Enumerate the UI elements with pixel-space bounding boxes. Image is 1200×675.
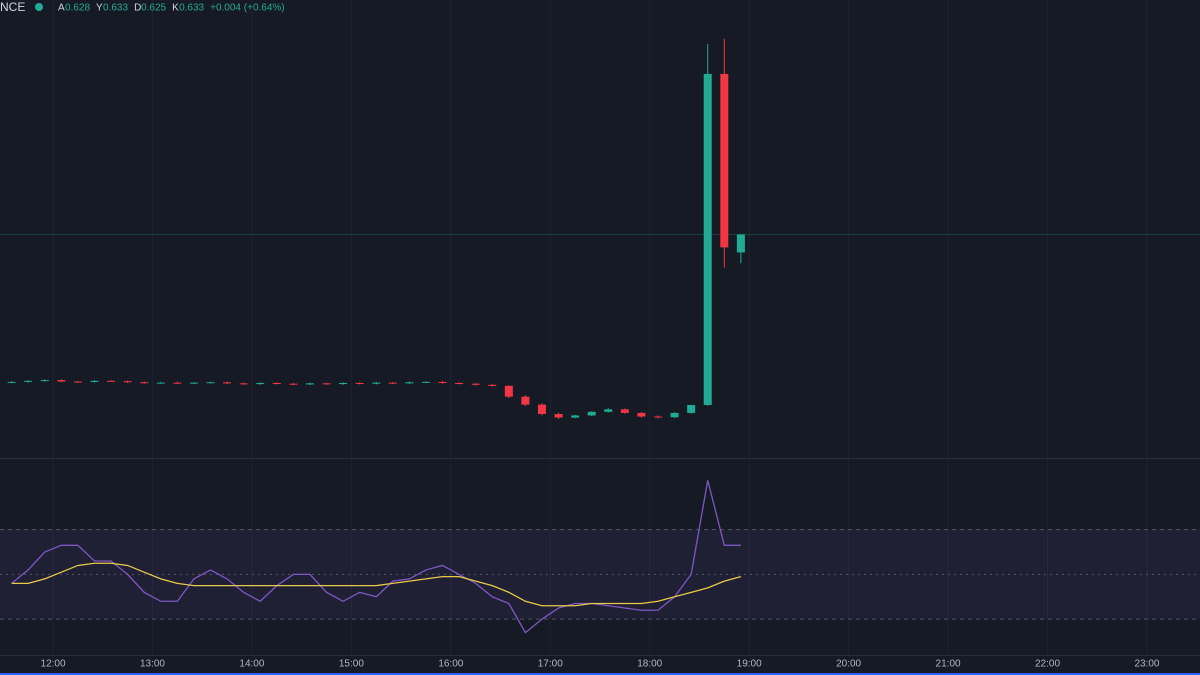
ohlc-value: 0.625 bbox=[141, 3, 166, 14]
candle-body bbox=[355, 382, 364, 384]
x-tick-label: 14:00 bbox=[239, 659, 264, 670]
candle-body bbox=[7, 381, 16, 383]
ohlc-label: K bbox=[172, 3, 179, 14]
candle-body bbox=[223, 382, 232, 384]
ohlc-change: +0.004 (+0.64%) bbox=[210, 3, 285, 14]
candle-body bbox=[587, 411, 596, 416]
x-tick-label: 18:00 bbox=[637, 659, 662, 670]
candle-body bbox=[289, 383, 298, 385]
candle-body bbox=[455, 382, 464, 384]
ohlc-label: Y bbox=[96, 3, 103, 14]
candle-body bbox=[40, 380, 49, 382]
ohlc-value: 0.633 bbox=[179, 3, 204, 14]
candle-body bbox=[140, 382, 149, 384]
candle-body bbox=[339, 382, 348, 385]
candle-body bbox=[604, 409, 613, 412]
candle-body bbox=[736, 234, 745, 253]
x-tick-label: 15:00 bbox=[339, 659, 364, 670]
x-tick-label: 17:00 bbox=[538, 659, 563, 670]
x-tick-label: 23:00 bbox=[1134, 659, 1159, 670]
candle-body bbox=[687, 404, 696, 413]
candle-body bbox=[504, 385, 513, 397]
candle-body bbox=[107, 380, 116, 382]
x-tick-label: 22:00 bbox=[1035, 659, 1060, 670]
x-tick-label: 12:00 bbox=[41, 659, 66, 670]
rsi-line bbox=[11, 480, 741, 634]
candle-body bbox=[156, 382, 165, 384]
candle-body bbox=[637, 412, 646, 417]
candle-body bbox=[322, 383, 331, 385]
candle-body bbox=[537, 404, 546, 415]
candle-body bbox=[239, 383, 248, 385]
candle-body bbox=[554, 414, 563, 418]
candle-body bbox=[189, 382, 198, 384]
symbol-title: NCE bbox=[0, 0, 25, 14]
candle-body bbox=[438, 381, 447, 383]
candle-body bbox=[471, 383, 480, 385]
candle-body bbox=[123, 381, 132, 383]
candle-body bbox=[90, 380, 99, 382]
candle-body bbox=[421, 381, 430, 383]
ohlc-value: 0.633 bbox=[103, 3, 128, 14]
ohlc-label: D bbox=[134, 3, 141, 14]
candle-body bbox=[24, 380, 33, 382]
candle-body bbox=[388, 382, 397, 384]
candle-body bbox=[488, 384, 497, 386]
candle-body bbox=[173, 382, 182, 384]
ohlc-label: A bbox=[58, 3, 65, 14]
x-tick-label: 20:00 bbox=[836, 659, 861, 670]
candle-body bbox=[571, 415, 580, 418]
candle-body bbox=[670, 412, 679, 418]
candle-body bbox=[703, 73, 712, 405]
candle-body bbox=[256, 382, 265, 385]
candle-body bbox=[521, 396, 530, 405]
candle-body bbox=[305, 383, 314, 385]
candle-body bbox=[654, 416, 663, 418]
candle-body bbox=[73, 381, 82, 383]
candle-body bbox=[206, 382, 215, 384]
x-tick-label: 13:00 bbox=[140, 659, 165, 670]
candle-body bbox=[372, 382, 381, 384]
x-tick-label: 16:00 bbox=[438, 659, 463, 670]
candle-body bbox=[720, 73, 729, 248]
candle-body bbox=[272, 382, 281, 384]
x-tick-label: 19:00 bbox=[737, 659, 762, 670]
x-tick-label: 21:00 bbox=[936, 659, 961, 670]
candle-body bbox=[620, 409, 629, 413]
ohlc-value: 0.628 bbox=[65, 3, 90, 14]
candle-body bbox=[405, 382, 414, 384]
candle-body bbox=[57, 380, 66, 382]
rsi-line bbox=[11, 562, 742, 607]
status-dot bbox=[35, 3, 43, 11]
